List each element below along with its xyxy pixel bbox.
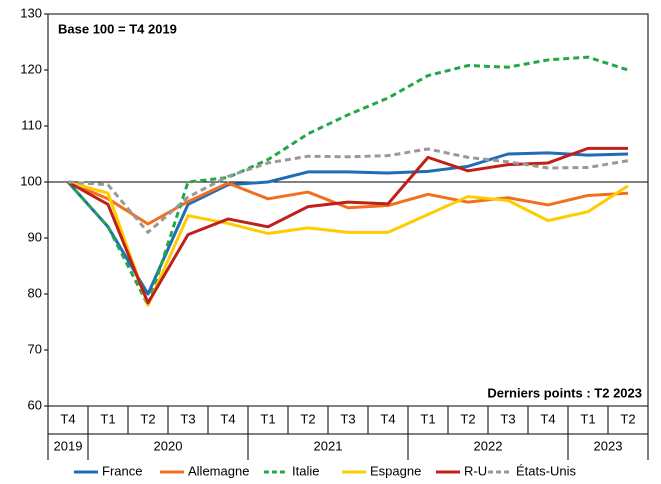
x-tick-label: T3 bbox=[180, 411, 195, 426]
x-tick-label: T4 bbox=[380, 411, 395, 426]
x-tick-label: T2 bbox=[460, 411, 475, 426]
annotation: Derniers points : T2 2023 bbox=[487, 385, 642, 400]
legend-label: États-Unis bbox=[516, 463, 576, 478]
year-label: 2021 bbox=[314, 438, 343, 453]
x-tick-label: T1 bbox=[260, 411, 275, 426]
x-tick-label: T3 bbox=[500, 411, 515, 426]
legend-label: R-U bbox=[464, 463, 487, 478]
plot-frame bbox=[47, 13, 649, 407]
legend-label: Allemagne bbox=[188, 463, 249, 478]
year-label: 2023 bbox=[594, 438, 623, 453]
year-label: 2020 bbox=[154, 438, 183, 453]
y-tick-label: 110 bbox=[21, 117, 42, 132]
series-line bbox=[67, 180, 629, 307]
y-tick-label: 120 bbox=[20, 61, 42, 76]
year-label: 2022 bbox=[474, 438, 503, 453]
x-tick-label: T4 bbox=[540, 411, 555, 426]
series-line bbox=[67, 146, 628, 305]
x-tick-label: T2 bbox=[140, 411, 155, 426]
series-line bbox=[67, 147, 629, 234]
legend-label: France bbox=[102, 463, 142, 478]
y-tick-label: 70 bbox=[28, 341, 42, 356]
y-tick-label: 90 bbox=[28, 229, 42, 244]
year-label: 2019 bbox=[54, 438, 83, 453]
legend-label: Italie bbox=[292, 463, 319, 478]
x-tick-label: T1 bbox=[580, 411, 595, 426]
y-tick-label: 80 bbox=[28, 285, 42, 300]
y-tick-label: 100 bbox=[20, 173, 42, 188]
x-tick-label: T4 bbox=[60, 411, 75, 426]
x-tick-label: T1 bbox=[420, 411, 435, 426]
x-tick-label: T2 bbox=[300, 411, 315, 426]
legend-label: Espagne bbox=[370, 463, 421, 478]
x-tick-label: T2 bbox=[620, 411, 635, 426]
x-tick-label: T3 bbox=[340, 411, 355, 426]
annotation: Base 100 = T4 2019 bbox=[58, 21, 177, 36]
y-tick-label: 60 bbox=[28, 397, 42, 412]
x-tick-label: T4 bbox=[220, 411, 235, 426]
series-line bbox=[66, 55, 629, 307]
y-tick-label: 130 bbox=[20, 5, 42, 20]
x-tick-label: T1 bbox=[100, 411, 115, 426]
series-line bbox=[67, 180, 629, 226]
